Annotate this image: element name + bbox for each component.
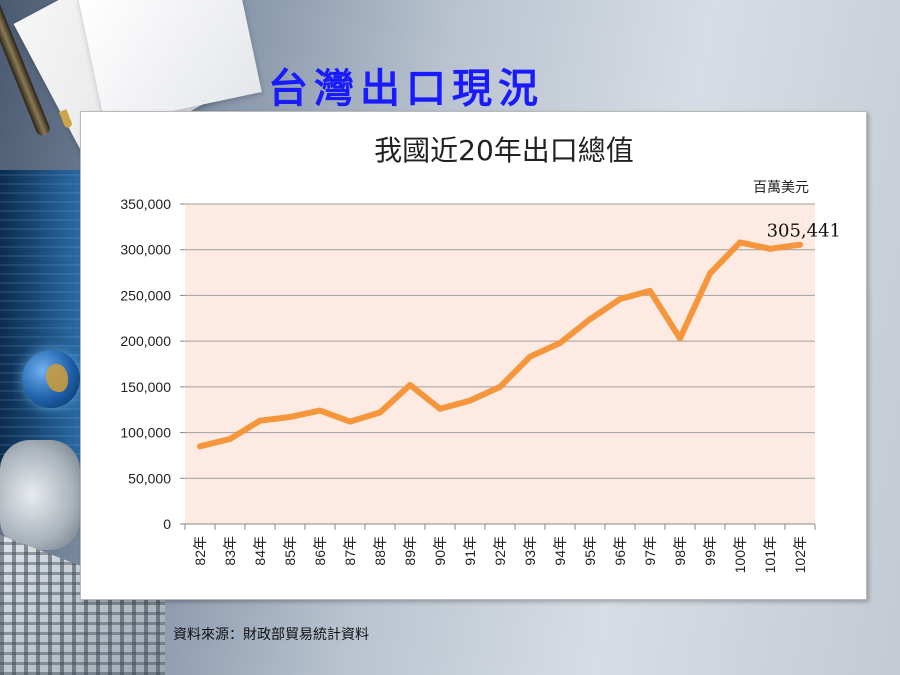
x-tick-label: 85年 [282,536,298,566]
y-tick-label: 0 [163,516,171,532]
data-point [798,243,802,247]
y-tick-label: 150,000 [120,379,171,395]
x-tick-label: 89年 [402,536,418,566]
blue-band-decoration [0,170,80,500]
data-point [768,247,772,251]
x-tick-label: 91年 [462,536,478,566]
x-tick-label: 82年 [192,536,208,566]
x-tick-label: 90年 [432,536,448,566]
x-tick-label: 99年 [702,536,718,566]
y-tick-label: 200,000 [120,333,171,349]
y-tick-label: 50,000 [128,470,171,486]
plot-area-background [185,204,815,524]
data-point [708,271,712,275]
pen-tip-decoration [58,109,74,129]
data-source-note: 資料來源：財政部貿易統計資料 [173,627,369,643]
y-tick-label: 300,000 [120,242,171,258]
chart-title: 我國近20年出口總值 [374,134,634,167]
unit-label: 百萬美元 [753,180,809,196]
paper-decoration-2 [78,0,262,126]
data-point [318,409,322,413]
x-tick-label: 95年 [582,536,598,566]
data-label: 305,441 [767,221,841,242]
x-tick-label: 97年 [642,536,658,566]
data-point [378,410,382,414]
x-tick-label: 94年 [552,536,568,566]
x-tick-label: 83年 [222,536,238,566]
x-tick-label: 100年 [732,536,748,573]
data-point [198,444,202,448]
chart-container: 我國近20年出口總值百萬美元 0 50,000 100,000 150,000 200,0… [80,111,867,600]
data-point [438,407,442,411]
x-tick-label: 87年 [342,536,358,566]
pen-decoration [0,0,52,138]
data-point [258,419,262,423]
data-point [648,289,652,293]
data-point [408,383,412,387]
x-tick-label: 98年 [672,536,688,566]
data-point [468,399,472,403]
data-point [558,341,562,345]
data-point [678,336,682,340]
x-tick-label: 84年 [252,536,268,566]
x-tick-label: 86年 [312,536,328,566]
data-point [738,240,742,244]
data-point [348,420,352,424]
x-tick-label: 102年 [792,536,808,573]
globe-icon [22,350,80,408]
y-tick-label: 100,000 [120,425,171,441]
slide-title: 台灣出口現況 [268,65,544,112]
y-tick-label: 250,000 [120,287,171,303]
handshake-decoration [0,440,80,550]
x-tick-label: 101年 [762,536,778,573]
data-point [618,297,622,301]
data-point [528,355,532,359]
x-tick-label: 93年 [522,536,538,566]
x-tick-label: 88年 [372,536,388,566]
x-tick-label: 96年 [612,536,628,566]
y-tick-label: 350,000 [120,196,171,212]
data-point [228,437,232,441]
data-point [288,415,292,419]
data-point [498,385,502,389]
data-point [588,317,592,321]
x-tick-label: 92年 [492,536,508,566]
